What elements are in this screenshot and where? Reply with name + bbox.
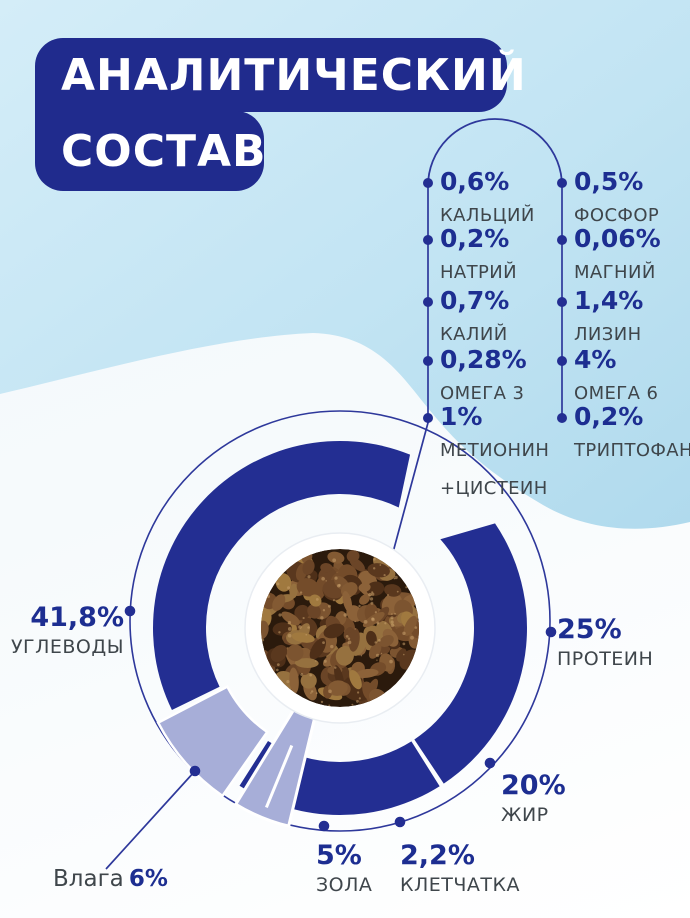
nutrient-label: ОМЕГА 6 (574, 383, 659, 404)
list-bullet-1-2 (557, 297, 567, 307)
title-banner-line1: АНАЛИТИЧЕСКИЙ (35, 38, 526, 112)
nutrient-item-0-4: 1% МЕТИОНИН +ЦИСТЕИН (440, 402, 549, 508)
chart-label-text: ЗОЛА (316, 874, 373, 896)
nutrient-label: ОМЕГА 3 (440, 383, 525, 404)
chart-label-value: 41,8% (30, 602, 124, 633)
nutrient-label: ЛИЗИН (574, 324, 642, 345)
chart-label-moisture: Влага 6% (53, 866, 168, 892)
segment-divider-0 (264, 744, 294, 809)
title-text-line1: АНАЛИТИЧЕСКИЙ (61, 49, 527, 101)
chart-label-carbs: 41,8% УГЛЕВОДЫ (6, 602, 124, 659)
pointer-line-1 (105, 770, 196, 870)
list-bullet-0-3 (423, 356, 433, 366)
title-text-line2: СОСТАВ (61, 125, 267, 177)
chart-label-value: 5% (316, 840, 362, 871)
list-bullet-1-3 (557, 356, 567, 366)
nutrient-label: КАЛЬЦИЙ (440, 205, 535, 226)
label-dot-ash (318, 820, 330, 832)
nutrient-item-1-1: 0,06% МАГНИЙ (574, 224, 661, 292)
nutrient-value: 0,28% (440, 345, 527, 374)
list-bullet-0-0 (423, 178, 433, 188)
nutrient-item-0-2: 0,7% КАЛИЙ (440, 286, 509, 354)
label-dot-fat-fiber (484, 757, 496, 769)
chart-label-text: ЖИР (501, 804, 549, 826)
segment-protein (414, 523, 528, 784)
chart-label-text: УГЛЕВОДЫ (10, 636, 124, 658)
nutrient-label: КАЛИЙ (440, 324, 508, 345)
list-bullet-0-1 (423, 235, 433, 245)
list-bullet-0-4 (423, 413, 433, 423)
page-title: АНАЛИТИЧЕСКИЙ СОСТАВ (35, 38, 526, 191)
chart-label-value: 6% (128, 866, 168, 892)
chart-label-value: 20% (501, 770, 566, 801)
label-dot-moisture (189, 765, 201, 777)
chart-label-value: 2,2% (400, 840, 475, 871)
chart-label-text: Влага (53, 866, 124, 892)
chart-label-protein: 25% ПРОТЕИН (557, 614, 654, 671)
nutrient-value: 1% (440, 402, 483, 431)
chart-label-text: КЛЕТЧАТКА (400, 874, 521, 896)
nutrient-item-1-0: 0,5% ФОСФОР (574, 167, 659, 235)
chart-label-value: 25% (557, 614, 622, 645)
nutrient-label: МАГНИЙ (574, 262, 656, 283)
nutrient-value: 0,6% (440, 167, 510, 196)
label-dot-fiber (394, 816, 406, 828)
list-bullet-0-2 (423, 297, 433, 307)
nutrient-label: +ЦИСТЕИН (440, 478, 548, 499)
guide-circle (129, 410, 551, 832)
chart-label-fat-fiber: 20% ЖИР (501, 770, 566, 827)
segment-ash (156, 684, 269, 798)
nutrient-value: 0,2% (440, 224, 510, 253)
nutrient-item-1-2: 1,4% ЛИЗИН (574, 286, 643, 354)
nutrient-value: 0,06% (574, 224, 661, 253)
nutrient-value: 1,4% (574, 286, 644, 315)
nutrient-item-0-1: 0,2% НАТРИЙ (440, 224, 517, 292)
nutrient-value: 4% (574, 345, 617, 374)
list-bullet-1-0 (557, 178, 567, 188)
nutrient-item-1-3: 4% ОМЕГА 6 (574, 345, 658, 413)
label-dot-carbs (124, 605, 136, 617)
nutrient-item-1-4: 0,2% ТРИПТОФАН (574, 402, 690, 470)
chart-label-fiber: 2,2% КЛЕТЧАТКА (400, 840, 521, 897)
nutrient-label: ФОСФОР (574, 205, 660, 226)
list-bullet-1-4 (557, 413, 567, 423)
segment-carbs (153, 440, 411, 710)
list-arch (427, 118, 563, 187)
pointer-line-0 (391, 418, 430, 557)
list-bullet-1-1 (557, 235, 567, 245)
nutrient-value: 0,5% (574, 167, 644, 196)
title-banner-line2: СОСТАВ (35, 111, 267, 191)
chart-label-text: ПРОТЕИН (557, 648, 654, 670)
nutrient-item-0-3: 0,28% ОМЕГА 3 (440, 345, 527, 413)
nutrient-label: НАТРИЙ (440, 262, 518, 283)
label-dot-protein (545, 626, 557, 638)
chart-label-ash: 5% ЗОЛА (316, 840, 373, 897)
nutrient-label: ТРИПТОФАН (574, 440, 690, 461)
nutrient-value: 0,7% (440, 286, 510, 315)
nutrient-label: МЕТИОНИН (440, 440, 550, 461)
nutrient-value: 0,2% (574, 402, 644, 431)
nutrient-item-0-0: 0,6% КАЛЬЦИЙ (440, 167, 535, 235)
